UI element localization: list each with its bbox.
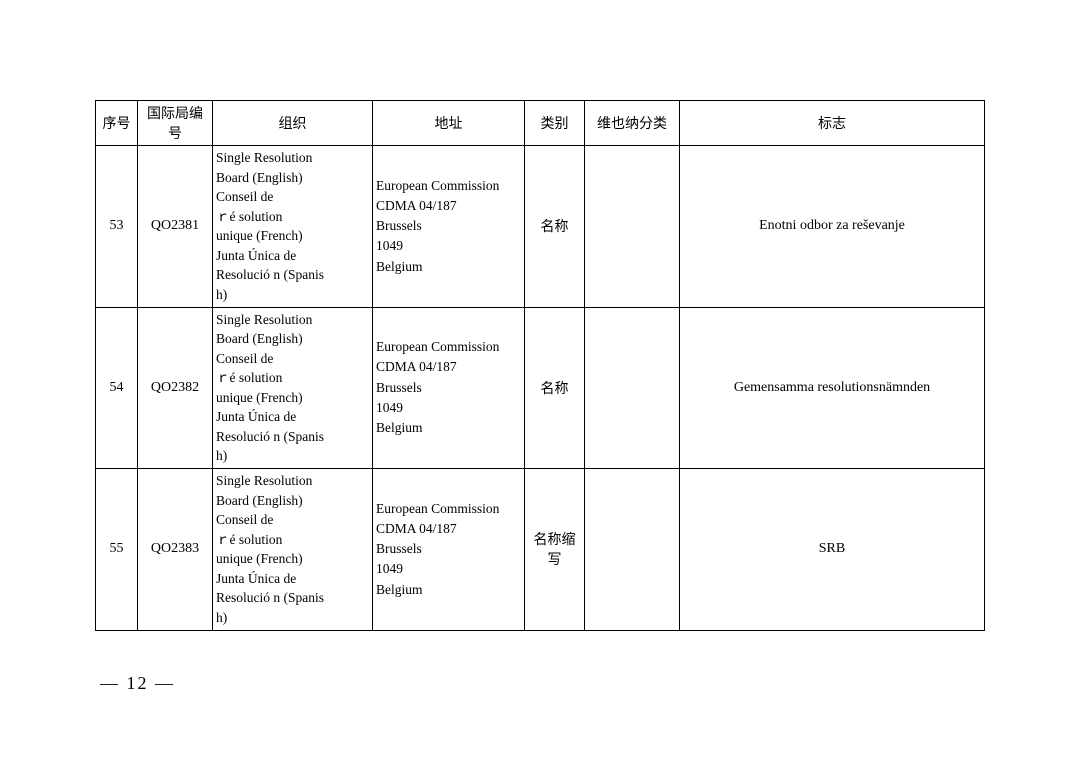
org-line: ｒé solution — [216, 532, 282, 547]
table-row: 55 QO2383 Single Resolution Board (Engli… — [96, 469, 985, 631]
addr-line: Belgium — [376, 420, 423, 435]
addr-line: Brussels — [376, 541, 422, 556]
cell-org: Single Resolution Board (English) Consei… — [213, 469, 373, 631]
org-line: Single Resolution — [216, 473, 312, 488]
header-addr: 地址 — [373, 101, 525, 146]
table-body: 53 QO2381 Single Resolution Board (Engli… — [96, 146, 985, 631]
cell-vienna — [585, 469, 680, 631]
cell-vienna — [585, 146, 680, 308]
org-line: unique (French) — [216, 551, 303, 566]
header-cat: 类别 — [525, 101, 585, 146]
org-line: Junta Única de — [216, 248, 296, 263]
header-vienna: 维也纳分类 — [585, 101, 680, 146]
cell-org: Single Resolution Board (English) Consei… — [213, 307, 373, 469]
org-line: Resolució n (Spanis — [216, 267, 324, 282]
cell-cat: 名称 — [525, 307, 585, 469]
addr-line: CDMA 04/187 — [376, 359, 457, 374]
cell-mark: Gemensamma resolutionsnämnden — [680, 307, 985, 469]
addr-line: Belgium — [376, 259, 423, 274]
cell-code: QO2382 — [138, 307, 213, 469]
org-line: Conseil de — [216, 351, 273, 366]
cell-mark: Enotni odbor za reševanje — [680, 146, 985, 308]
addr-line: 1049 — [376, 238, 403, 253]
cell-seq: 54 — [96, 307, 138, 469]
org-line: ｒé solution — [216, 370, 282, 385]
org-line: Resolució n (Spanis — [216, 590, 324, 605]
org-line: Junta Única de — [216, 571, 296, 586]
org-line: Board (English) — [216, 331, 303, 346]
org-line: Board (English) — [216, 493, 303, 508]
org-line: h) — [216, 448, 227, 463]
org-line: Single Resolution — [216, 312, 312, 327]
org-line: unique (French) — [216, 390, 303, 405]
cell-cat: 名称 — [525, 146, 585, 308]
org-line: h) — [216, 287, 227, 302]
org-line: Board (English) — [216, 170, 303, 185]
cell-addr: European Commission CDMA 04/187 Brussels… — [373, 307, 525, 469]
org-line: Junta Única de — [216, 409, 296, 424]
table-row: 54 QO2382 Single Resolution Board (Engli… — [96, 307, 985, 469]
addr-line: CDMA 04/187 — [376, 521, 457, 536]
header-seq: 序号 — [96, 101, 138, 146]
addr-line: 1049 — [376, 400, 403, 415]
page-number: — 12 — — [100, 673, 175, 694]
org-line: unique (French) — [216, 228, 303, 243]
org-line: h) — [216, 610, 227, 625]
table-row: 53 QO2381 Single Resolution Board (Engli… — [96, 146, 985, 308]
addr-line: 1049 — [376, 561, 403, 576]
addr-line: European Commission — [376, 339, 499, 354]
cell-addr: European Commission CDMA 04/187 Brussels… — [373, 146, 525, 308]
cell-seq: 53 — [96, 146, 138, 308]
header-org: 组织 — [213, 101, 373, 146]
addr-line: Brussels — [376, 218, 422, 233]
addr-line: European Commission — [376, 501, 499, 516]
addr-line: Brussels — [376, 380, 422, 395]
org-line: Resolució n (Spanis — [216, 429, 324, 444]
org-line: Conseil de — [216, 189, 273, 204]
cell-code: QO2383 — [138, 469, 213, 631]
addr-line: CDMA 04/187 — [376, 198, 457, 213]
cell-addr: European Commission CDMA 04/187 Brussels… — [373, 469, 525, 631]
table-header-row: 序号 国际局编号 组织 地址 类别 维也纳分类 标志 — [96, 101, 985, 146]
cell-vienna — [585, 307, 680, 469]
org-line: Conseil de — [216, 512, 273, 527]
header-mark: 标志 — [680, 101, 985, 146]
data-table: 序号 国际局编号 组织 地址 类别 维也纳分类 标志 53 QO2381 Sin… — [95, 100, 985, 631]
cell-mark: SRB — [680, 469, 985, 631]
header-code: 国际局编号 — [138, 101, 213, 146]
addr-line: Belgium — [376, 582, 423, 597]
cell-org: Single Resolution Board (English) Consei… — [213, 146, 373, 308]
org-line: ｒé solution — [216, 209, 282, 224]
org-line: Single Resolution — [216, 150, 312, 165]
addr-line: European Commission — [376, 178, 499, 193]
cell-code: QO2381 — [138, 146, 213, 308]
cell-cat: 名称缩写 — [525, 469, 585, 631]
cell-seq: 55 — [96, 469, 138, 631]
document-page: 序号 国际局编号 组织 地址 类别 维也纳分类 标志 53 QO2381 Sin… — [0, 0, 1080, 764]
